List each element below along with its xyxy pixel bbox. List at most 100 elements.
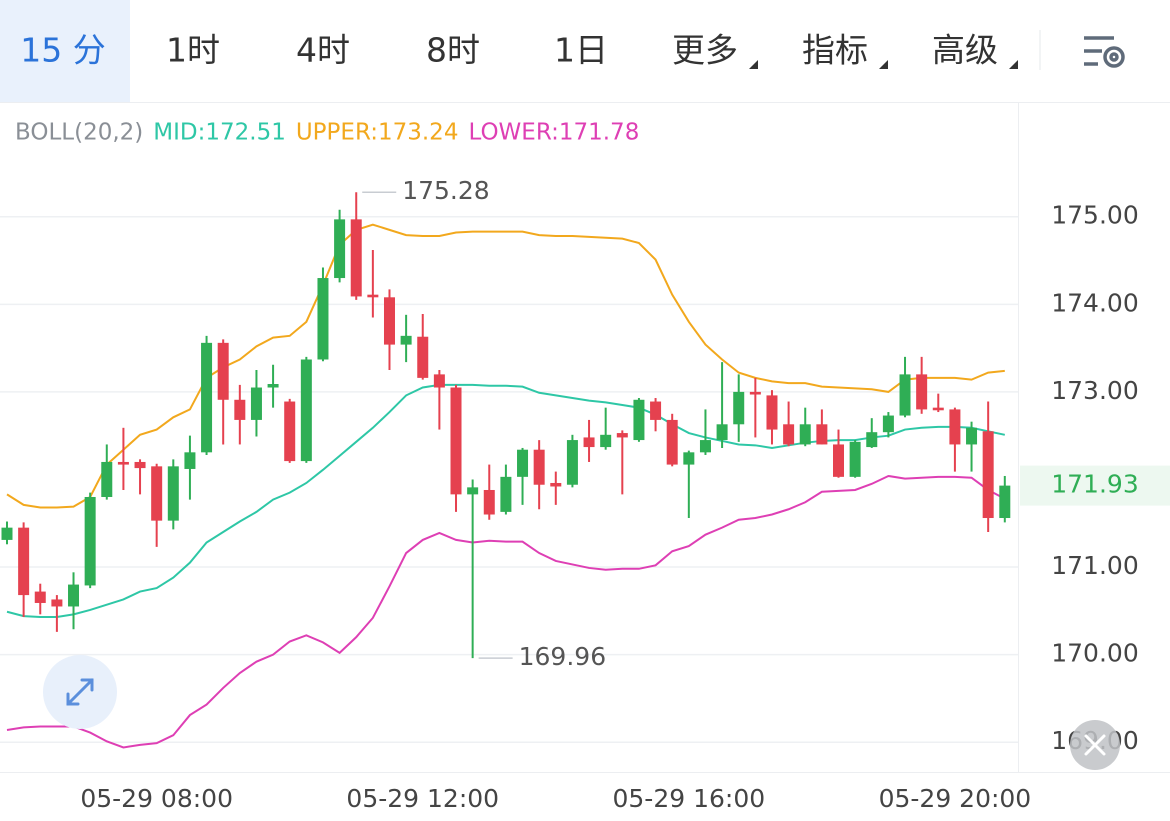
plot (0, 192, 1018, 749)
candle-body (500, 476, 512, 512)
tab-label[interactable]: 1日 (554, 31, 608, 70)
tab-label[interactable]: 15 分 (20, 31, 105, 70)
candle-body (450, 387, 462, 495)
candle-body (916, 374, 928, 410)
candle-body (250, 387, 262, 420)
candle-body (982, 431, 994, 519)
y-tick-label: 175.00 (1051, 201, 1138, 230)
band-line (6, 474, 1006, 749)
expand-button[interactable] (43, 655, 117, 729)
candle-body (167, 466, 179, 521)
candle-body (383, 297, 395, 345)
dropdown-arrow (749, 60, 758, 69)
high-annotation: 175.28 (402, 176, 489, 205)
candle-body (350, 219, 362, 297)
candle-body (517, 449, 529, 477)
candle-body (117, 461, 129, 465)
legend-entry: UPPER:173.24 (296, 120, 459, 146)
candle-body (716, 424, 728, 441)
low-annotation: 169.96 (519, 642, 606, 671)
candle-body (184, 452, 196, 469)
candle-body (400, 335, 412, 345)
candle-body (68, 584, 80, 607)
candle-body (766, 395, 778, 430)
candle-body (949, 409, 961, 445)
legend-entry: LOWER:171.78 (468, 120, 639, 146)
tab-label[interactable]: 高级 (932, 31, 998, 70)
x-tick-label: 05-29 08:00 (80, 784, 233, 813)
candle-body (433, 374, 445, 388)
close-button[interactable] (1070, 720, 1120, 770)
tab-label[interactable]: 1时 (166, 31, 220, 70)
candle-body (699, 440, 711, 453)
candle-body (633, 399, 645, 441)
y-tick-label: 173.00 (1051, 376, 1138, 405)
candle-body (84, 496, 96, 586)
candle-body (217, 342, 229, 400)
candle-body (833, 444, 844, 477)
candle-body (666, 419, 678, 465)
candle-body (550, 482, 562, 487)
legend-entry: MID:172.51 (153, 120, 286, 146)
last-price-box (1020, 465, 1170, 506)
tab-label[interactable]: 4时 (296, 31, 350, 70)
candle-body (18, 527, 30, 596)
candle-body (483, 489, 495, 515)
candle-body (317, 278, 329, 360)
settings-icon[interactable] (1084, 36, 1125, 68)
candle-body (600, 434, 612, 448)
candle-body (417, 336, 429, 378)
tab-label[interactable]: 8时 (426, 31, 480, 70)
candle-body (866, 432, 878, 448)
tab-bar (0, 0, 1170, 102)
y-tick-label: 170.00 (1051, 639, 1138, 668)
candle-body (34, 591, 46, 603)
candle-body (1, 527, 13, 540)
x-tick-label: 05-29 20:00 (879, 784, 1032, 813)
candle-body (267, 384, 279, 388)
candle-body (932, 407, 944, 411)
y-tick-label: 171.00 (1051, 551, 1138, 580)
candle-body (334, 219, 346, 279)
candle-body (151, 466, 163, 521)
candle-body (616, 433, 628, 438)
candle-body (650, 401, 662, 420)
x-tick-label: 05-29 12:00 (346, 784, 499, 813)
candle-body (566, 440, 578, 485)
last-price-label: 171.93 (1051, 470, 1138, 499)
tab-label[interactable]: 指标 (802, 31, 868, 70)
candle-body (733, 391, 745, 425)
candle-body (783, 424, 795, 445)
candle-body (533, 449, 545, 485)
candle-body (367, 294, 379, 298)
candle-body (899, 374, 911, 416)
active-tab-bg (0, 0, 130, 102)
candle-body (816, 424, 828, 445)
candle-body (284, 401, 296, 462)
tab-label[interactable]: 更多 (672, 31, 738, 70)
candle-body (683, 452, 695, 465)
candle-body (849, 441, 861, 477)
band-line (6, 223, 1005, 509)
candle-body (966, 427, 978, 445)
candle-body (467, 487, 479, 495)
candle-body (799, 424, 811, 445)
candle-body (583, 437, 595, 448)
legend-entry: BOLL(20,2) (15, 120, 143, 146)
x-tick-label: 05-29 16:00 (613, 784, 766, 813)
candle-body (51, 599, 63, 607)
y-tick-label: 174.00 (1051, 288, 1138, 317)
candle-body (201, 342, 213, 453)
dropdown-arrow (1009, 60, 1018, 69)
candle-body (234, 399, 246, 420)
candle-body (101, 461, 113, 497)
candle-body (134, 461, 146, 469)
dropdown-arrow (879, 60, 888, 69)
candle-body (300, 359, 312, 462)
candle-body (999, 485, 1011, 519)
candle-body (882, 415, 894, 433)
candle-body (749, 391, 761, 395)
